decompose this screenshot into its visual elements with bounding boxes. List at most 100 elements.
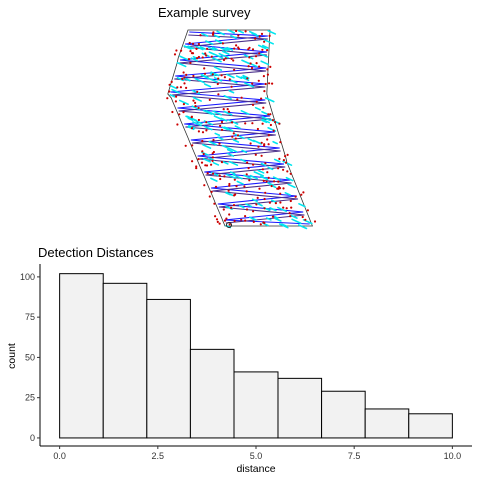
detection-point — [265, 180, 268, 183]
detection-point — [289, 199, 292, 203]
detection-point — [216, 220, 219, 223]
histogram-bar-4 — [189, 348, 235, 439]
detection-point — [236, 134, 240, 137]
detection-point — [208, 98, 211, 101]
detection-point — [270, 184, 273, 188]
segment-marker — [185, 115, 196, 122]
segment-marker — [221, 144, 231, 150]
segment-marker — [284, 192, 291, 196]
detection-point — [254, 153, 257, 156]
detection-point — [243, 185, 246, 188]
segment-marker — [223, 94, 232, 100]
detection-point — [237, 46, 240, 49]
detection-point — [201, 150, 204, 153]
segment-marker — [223, 110, 233, 116]
detection-point — [255, 203, 258, 206]
segment-marker — [229, 171, 236, 175]
segment-marker — [265, 217, 272, 221]
detection-point — [244, 219, 247, 222]
segment-marker — [228, 89, 235, 94]
detection-points — [166, 29, 317, 226]
detection-point — [282, 206, 285, 209]
segment-marker — [267, 182, 274, 186]
segment-marker — [194, 119, 203, 125]
detection-point — [255, 100, 258, 103]
segment-marker — [256, 202, 263, 207]
segment-marker — [178, 99, 189, 106]
detection-point — [264, 191, 267, 194]
y-axis-ticks: 0 25 50 75 100 — [20, 272, 40, 443]
segment-marker — [261, 118, 271, 124]
detection-point — [201, 131, 205, 134]
detection-point — [197, 118, 200, 122]
detection-point — [284, 161, 288, 164]
detection-point — [212, 172, 215, 175]
detection-point — [286, 153, 289, 156]
detection-point — [254, 55, 258, 58]
survey-start-marker — [226, 222, 232, 228]
detection-point — [190, 127, 194, 130]
detection-point — [235, 44, 238, 47]
segment-marker — [297, 224, 308, 230]
segment-marker — [201, 74, 209, 79]
detection-point — [248, 46, 251, 49]
detection-point — [232, 132, 235, 135]
detection-point — [201, 139, 204, 143]
detection-point — [222, 108, 225, 111]
detection-point — [267, 143, 270, 146]
segment-marker — [267, 29, 277, 35]
detection-point — [264, 162, 267, 165]
detection-point — [232, 59, 235, 62]
segment-marker — [249, 174, 258, 180]
segment-marker — [221, 126, 229, 131]
segment-marker — [229, 79, 238, 84]
segment-marker — [188, 124, 196, 130]
detection-point — [206, 47, 209, 50]
detection-point — [194, 105, 197, 108]
detection-point — [302, 191, 305, 194]
detection-point — [206, 172, 209, 175]
detection-point — [290, 206, 293, 209]
detection-point — [271, 119, 274, 122]
segment-marker — [215, 39, 223, 44]
detection-point — [260, 32, 264, 36]
detection-point — [274, 121, 277, 124]
detection-point — [271, 82, 274, 85]
detection-point — [261, 122, 264, 125]
detection-point — [282, 159, 285, 162]
detection-point — [195, 167, 198, 170]
detection-point — [233, 178, 236, 181]
detection-point — [276, 187, 279, 190]
detection-point — [228, 184, 231, 187]
detection-point — [205, 54, 208, 57]
detection-point — [249, 142, 252, 145]
detection-point — [235, 29, 238, 33]
detection-point — [168, 90, 171, 93]
segment-marker — [260, 60, 270, 66]
segment-marker — [207, 46, 216, 51]
detection-point — [278, 122, 281, 125]
detection-point — [210, 190, 213, 193]
segment-marker — [213, 53, 224, 59]
detection-point — [289, 172, 292, 175]
detection-point — [223, 76, 226, 79]
histogram-bar-7 — [321, 390, 366, 439]
segment-marker — [213, 66, 223, 71]
segment-marker — [228, 160, 239, 166]
detection-point — [197, 158, 200, 161]
detection-point — [262, 179, 265, 182]
detection-point — [262, 106, 265, 109]
detection-point — [260, 154, 263, 157]
detection-point — [211, 32, 215, 35]
segment-marker — [245, 203, 253, 208]
segment-marker — [243, 174, 252, 180]
detection-point — [268, 82, 271, 85]
detection-point — [208, 195, 211, 198]
detection-point — [174, 100, 177, 103]
segment-marker — [208, 140, 217, 146]
histogram-bar-9 — [408, 413, 453, 439]
detection-point — [203, 184, 206, 187]
detection-point — [245, 190, 248, 193]
detection-point — [211, 73, 214, 76]
detection-point — [256, 127, 259, 131]
